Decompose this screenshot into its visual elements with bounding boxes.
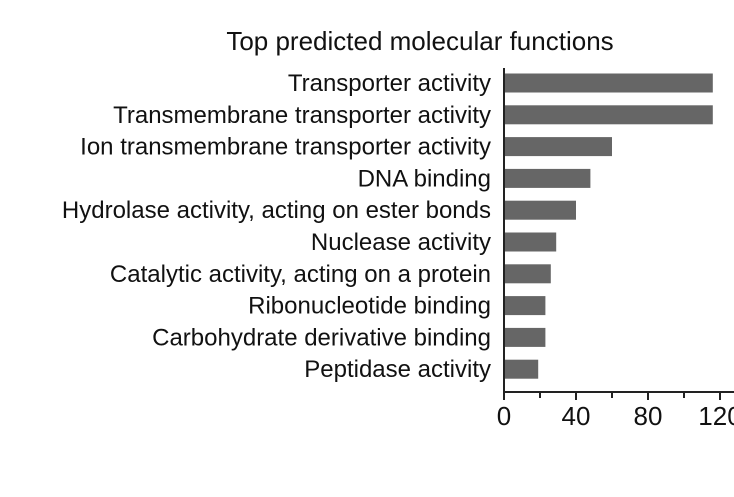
- category-label-5: Nuclease activity: [311, 229, 491, 256]
- category-labels-group: Transporter activity Transmembrane transp…: [62, 70, 491, 383]
- bar-7: [505, 296, 546, 316]
- bar-9: [505, 359, 539, 379]
- x-tick-label-0: 0: [497, 401, 511, 431]
- category-label-7: Ribonucleotide binding: [248, 293, 491, 320]
- bar-4: [505, 200, 576, 220]
- bars-group: [505, 73, 713, 379]
- category-label-4: Hydrolase activity, acting on ester bond…: [62, 197, 491, 224]
- bar-1: [505, 105, 713, 125]
- category-label-8: Carbohydrate derivative binding: [152, 324, 491, 351]
- category-label-9: Peptidase activity: [304, 356, 491, 383]
- x-tick-label-2: 80: [634, 401, 663, 431]
- bar-8: [505, 327, 546, 347]
- x-tick-label-3: 120: [698, 401, 734, 431]
- bar-3: [505, 168, 591, 188]
- category-label-1: Transmembrane transporter activity: [113, 102, 491, 129]
- bar-2: [505, 137, 612, 157]
- category-label-2: Ion transmembrane transporter activity: [80, 134, 491, 161]
- bar-5: [505, 232, 557, 252]
- category-label-0: Transporter activity: [288, 70, 491, 97]
- bar-6: [505, 264, 551, 284]
- chart-title: Top predicted molecular functions: [226, 26, 613, 56]
- x-tick-label-1: 40: [562, 401, 591, 431]
- category-label-6: Catalytic activity, acting on a protein: [110, 261, 491, 288]
- category-label-3: DNA binding: [358, 165, 491, 192]
- bar-0: [505, 73, 713, 93]
- axes-group: 0 40 80 120: [497, 68, 734, 431]
